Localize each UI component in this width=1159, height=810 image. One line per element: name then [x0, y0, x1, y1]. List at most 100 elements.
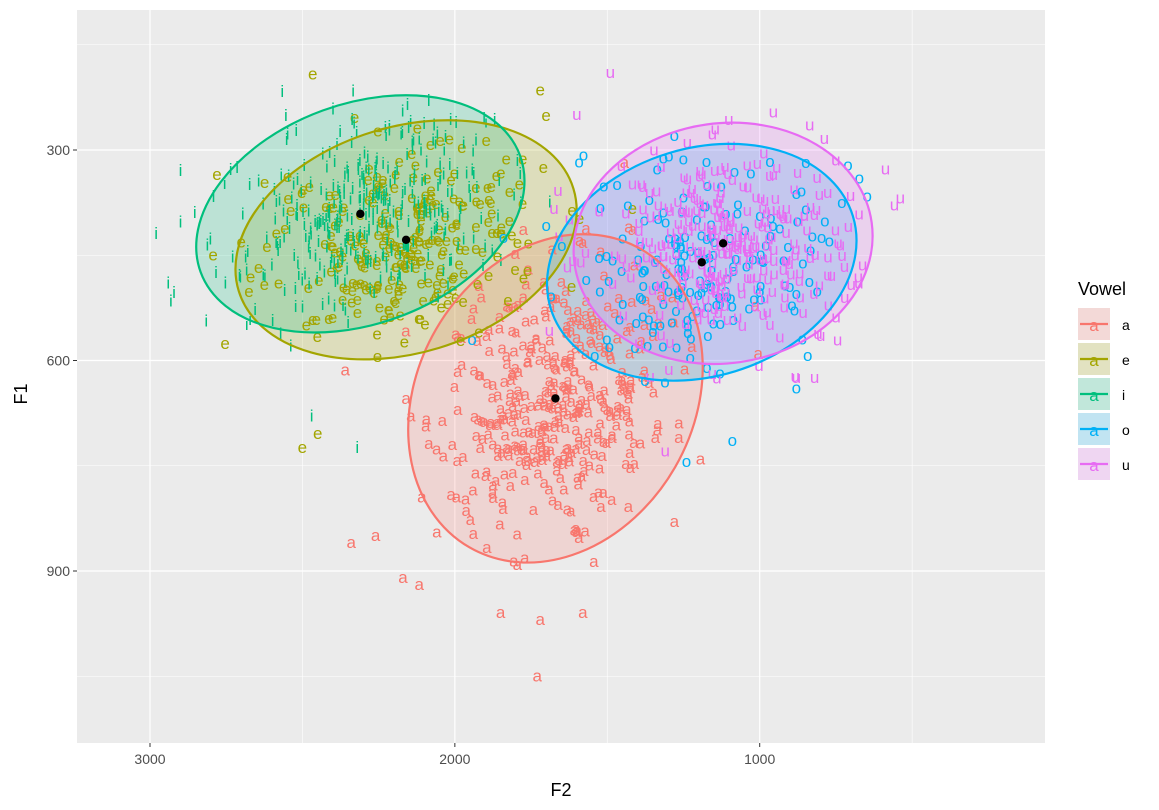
point-i: i	[357, 228, 361, 247]
point-o: o	[664, 146, 673, 165]
point-u: u	[553, 181, 562, 200]
point-a: a	[529, 310, 539, 329]
point-u: u	[722, 244, 731, 263]
point-i: i	[329, 254, 333, 273]
outlier-point-u: u	[816, 326, 825, 345]
point-a: a	[563, 404, 573, 423]
point-i: i	[314, 246, 318, 265]
point-u: u	[738, 176, 747, 195]
point-u: u	[784, 254, 793, 273]
point-i: i	[358, 223, 362, 242]
point-i: i	[484, 113, 488, 132]
point-i: i	[402, 235, 406, 254]
point-a: a	[557, 272, 567, 291]
point-o: o	[702, 358, 711, 377]
point-i: i	[263, 267, 267, 286]
point-o: o	[744, 298, 753, 317]
point-u: u	[781, 251, 790, 270]
point-u: u	[759, 249, 768, 268]
point-a: a	[561, 387, 571, 406]
point-a: a	[545, 394, 555, 413]
point-e: e	[471, 178, 480, 197]
point-e: e	[368, 183, 377, 202]
point-e: e	[378, 173, 387, 192]
y-tick-label: 600	[47, 353, 71, 369]
point-u: u	[763, 270, 772, 289]
point-a: a	[461, 501, 471, 520]
point-u: u	[634, 333, 643, 352]
point-i: i	[338, 199, 342, 218]
point-e: e	[433, 162, 442, 181]
point-i: i	[389, 266, 393, 285]
point-i: i	[406, 237, 410, 256]
point-a: a	[537, 419, 547, 438]
point-a: a	[587, 333, 597, 352]
point-e: e	[454, 192, 463, 211]
point-i: i	[401, 101, 405, 120]
point-e: e	[394, 281, 403, 300]
point-i: i	[419, 141, 423, 160]
point-e: e	[413, 119, 422, 138]
point-o: o	[581, 270, 590, 289]
point-u: u	[706, 218, 715, 237]
point-a: a	[625, 317, 635, 336]
point-i: i	[364, 159, 368, 178]
point-a: a	[562, 380, 572, 399]
point-u: u	[722, 216, 731, 235]
point-u: u	[679, 167, 688, 186]
point-a: a	[644, 373, 654, 392]
point-u: u	[790, 367, 799, 386]
point-u: u	[723, 310, 732, 329]
outlier-point-u: u	[660, 442, 669, 461]
point-a: a	[607, 426, 617, 445]
point-a: a	[572, 522, 582, 541]
point-u: u	[688, 247, 697, 266]
point-o: o	[793, 212, 802, 231]
point-i: i	[518, 164, 522, 183]
point-a: a	[586, 302, 596, 321]
point-a: a	[544, 417, 554, 436]
point-a: a	[507, 321, 517, 340]
point-e: e	[435, 265, 444, 284]
point-u: u	[652, 182, 661, 201]
point-i: i	[294, 297, 298, 316]
point-u: u	[751, 236, 760, 255]
point-a: a	[520, 398, 530, 417]
point-a: a	[526, 335, 536, 354]
point-e: e	[413, 244, 422, 263]
point-i: i	[345, 259, 349, 278]
point-o: o	[716, 176, 725, 195]
point-e: e	[326, 226, 335, 245]
point-a: a	[566, 392, 576, 411]
point-i: i	[406, 95, 410, 114]
point-a: a	[647, 299, 657, 318]
point-u: u	[718, 288, 727, 307]
point-u: u	[634, 221, 643, 240]
point-e: e	[431, 194, 440, 213]
point-e: e	[329, 198, 338, 217]
point-a: a	[510, 422, 520, 441]
point-a: a	[636, 433, 646, 452]
point-i: i	[206, 236, 210, 255]
point-u: u	[696, 297, 705, 316]
point-e: e	[433, 230, 442, 249]
point-e: e	[373, 275, 382, 294]
point-o: o	[661, 213, 670, 232]
point-a: a	[566, 312, 576, 331]
legend-label-o: o	[1122, 422, 1130, 438]
point-o: o	[805, 272, 814, 291]
point-o: o	[590, 346, 599, 365]
point-i: i	[399, 201, 403, 220]
point-e: e	[437, 244, 446, 263]
point-e: e	[244, 282, 253, 301]
point-a: a	[616, 398, 626, 417]
point-u: u	[779, 275, 788, 294]
point-i: i	[440, 197, 444, 216]
point-o: o	[756, 290, 765, 309]
point-o: o	[639, 260, 648, 279]
point-a: a	[563, 300, 573, 319]
point-i: i	[403, 180, 407, 199]
point-e: e	[458, 292, 467, 311]
point-i: i	[356, 249, 360, 268]
